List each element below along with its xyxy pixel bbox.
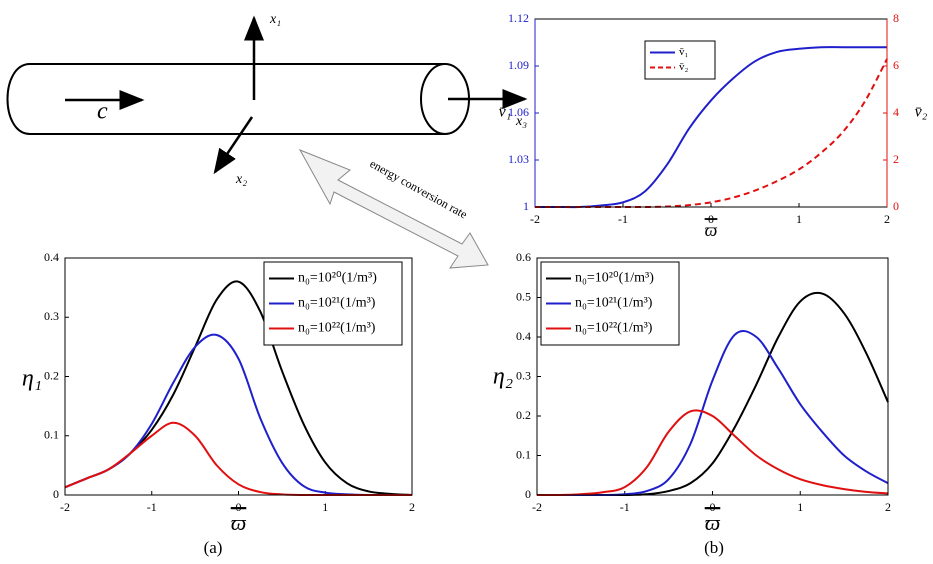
x-tick-label: 1	[796, 212, 802, 226]
x-tick-label: 2	[409, 500, 415, 514]
diagram: x₁ x₂ x₃ c energy conversion rate	[6, 12, 528, 269]
x-tick-label: 2	[885, 500, 891, 514]
series-line	[534, 46, 887, 209]
y-tick-label: 0	[525, 487, 531, 501]
big-arrow	[298, 149, 489, 269]
y-tick-label: 0	[53, 487, 59, 501]
x2-arrow	[213, 116, 254, 175]
y-tick-label: 0.4	[44, 250, 59, 264]
y2-tick-label: 2	[893, 152, 899, 166]
y-tick-label: 1.12	[508, 11, 529, 25]
y2-tick-label: 0	[893, 199, 899, 213]
y-tick-label: 0.1	[516, 447, 531, 461]
x-axis-label: ϖ	[705, 220, 718, 240]
axis-label: x₁	[269, 12, 281, 27]
y-tick-label: 1.03	[508, 152, 529, 166]
legend-label: v̄₂	[679, 61, 689, 73]
y-tick-label: 0.3	[516, 368, 531, 382]
axis-label: x₃	[515, 114, 527, 129]
y-tick-label: 1.09	[508, 58, 529, 72]
x-tick-label: 2	[884, 212, 890, 226]
y2-tick-label: 6	[893, 58, 899, 72]
x-tick-label: -1	[620, 500, 630, 514]
x-axis-label: ϖ	[231, 510, 247, 535]
x-axis-label: ϖ	[705, 510, 721, 535]
x-tick-label: -2	[530, 212, 540, 226]
x-tick-label: 0	[708, 212, 714, 226]
y-axis-label: η₁	[22, 366, 42, 392]
velocity-label: c	[97, 99, 108, 125]
series-line	[64, 421, 412, 497]
x-tick-label: 1	[322, 500, 328, 514]
series-line	[64, 333, 412, 497]
x-tick-label: -1	[147, 500, 157, 514]
caption: (b)	[704, 538, 724, 557]
y-tick-label: 0.3	[44, 309, 59, 323]
y-tick-label: 0.2	[44, 368, 59, 382]
x-tick-label: -2	[60, 500, 70, 514]
y-tick-label: 0.5	[516, 289, 531, 303]
y2-axis-label: v̄₂	[915, 104, 928, 121]
axis-label: x₂	[235, 172, 247, 187]
plot-frame	[536, 257, 889, 496]
x-tick-label: 0	[710, 500, 716, 514]
x-tick-label: 1	[797, 500, 803, 514]
y2-tick-label: 4	[893, 105, 899, 119]
caption: (a)	[204, 538, 223, 557]
y-tick-label: 0.4	[516, 329, 531, 343]
x-tick-label: 0	[236, 500, 242, 514]
x-tick-label: -1	[618, 212, 628, 226]
legend-label: v̄₁	[679, 46, 689, 58]
y-tick-label: 1	[523, 199, 529, 213]
y2-tick-label: 8	[893, 11, 899, 25]
plot-frame	[64, 257, 413, 496]
cylinder	[6, 63, 445, 135]
legend-label: n₀=10²²(1/m³)	[298, 321, 376, 336]
legend-label: n₀=10²¹(1/m³)	[298, 296, 376, 311]
legend-label: n₀=10²²(1/m³)	[575, 321, 653, 336]
legend-label: n₀=10²¹(1/m³)	[575, 296, 653, 311]
series-line	[537, 329, 889, 497]
legend-box	[644, 40, 716, 80]
x-tick-label: -2	[532, 500, 542, 514]
y-tick-label: 0.2	[516, 408, 531, 422]
series-line	[534, 58, 888, 209]
y-tick-label: 0.6	[516, 250, 531, 264]
y-axis-label: η₂	[493, 364, 513, 390]
legend-label: n₀=10²⁰(1/m³)	[298, 271, 377, 286]
y-tick-label: 0.1	[44, 428, 59, 442]
y-axis-label: v̄₁	[499, 104, 512, 121]
y-tick-label: 1.06	[508, 105, 529, 119]
legend-label: n₀=10²⁰(1/m³)	[575, 271, 654, 286]
series-line	[536, 409, 889, 497]
